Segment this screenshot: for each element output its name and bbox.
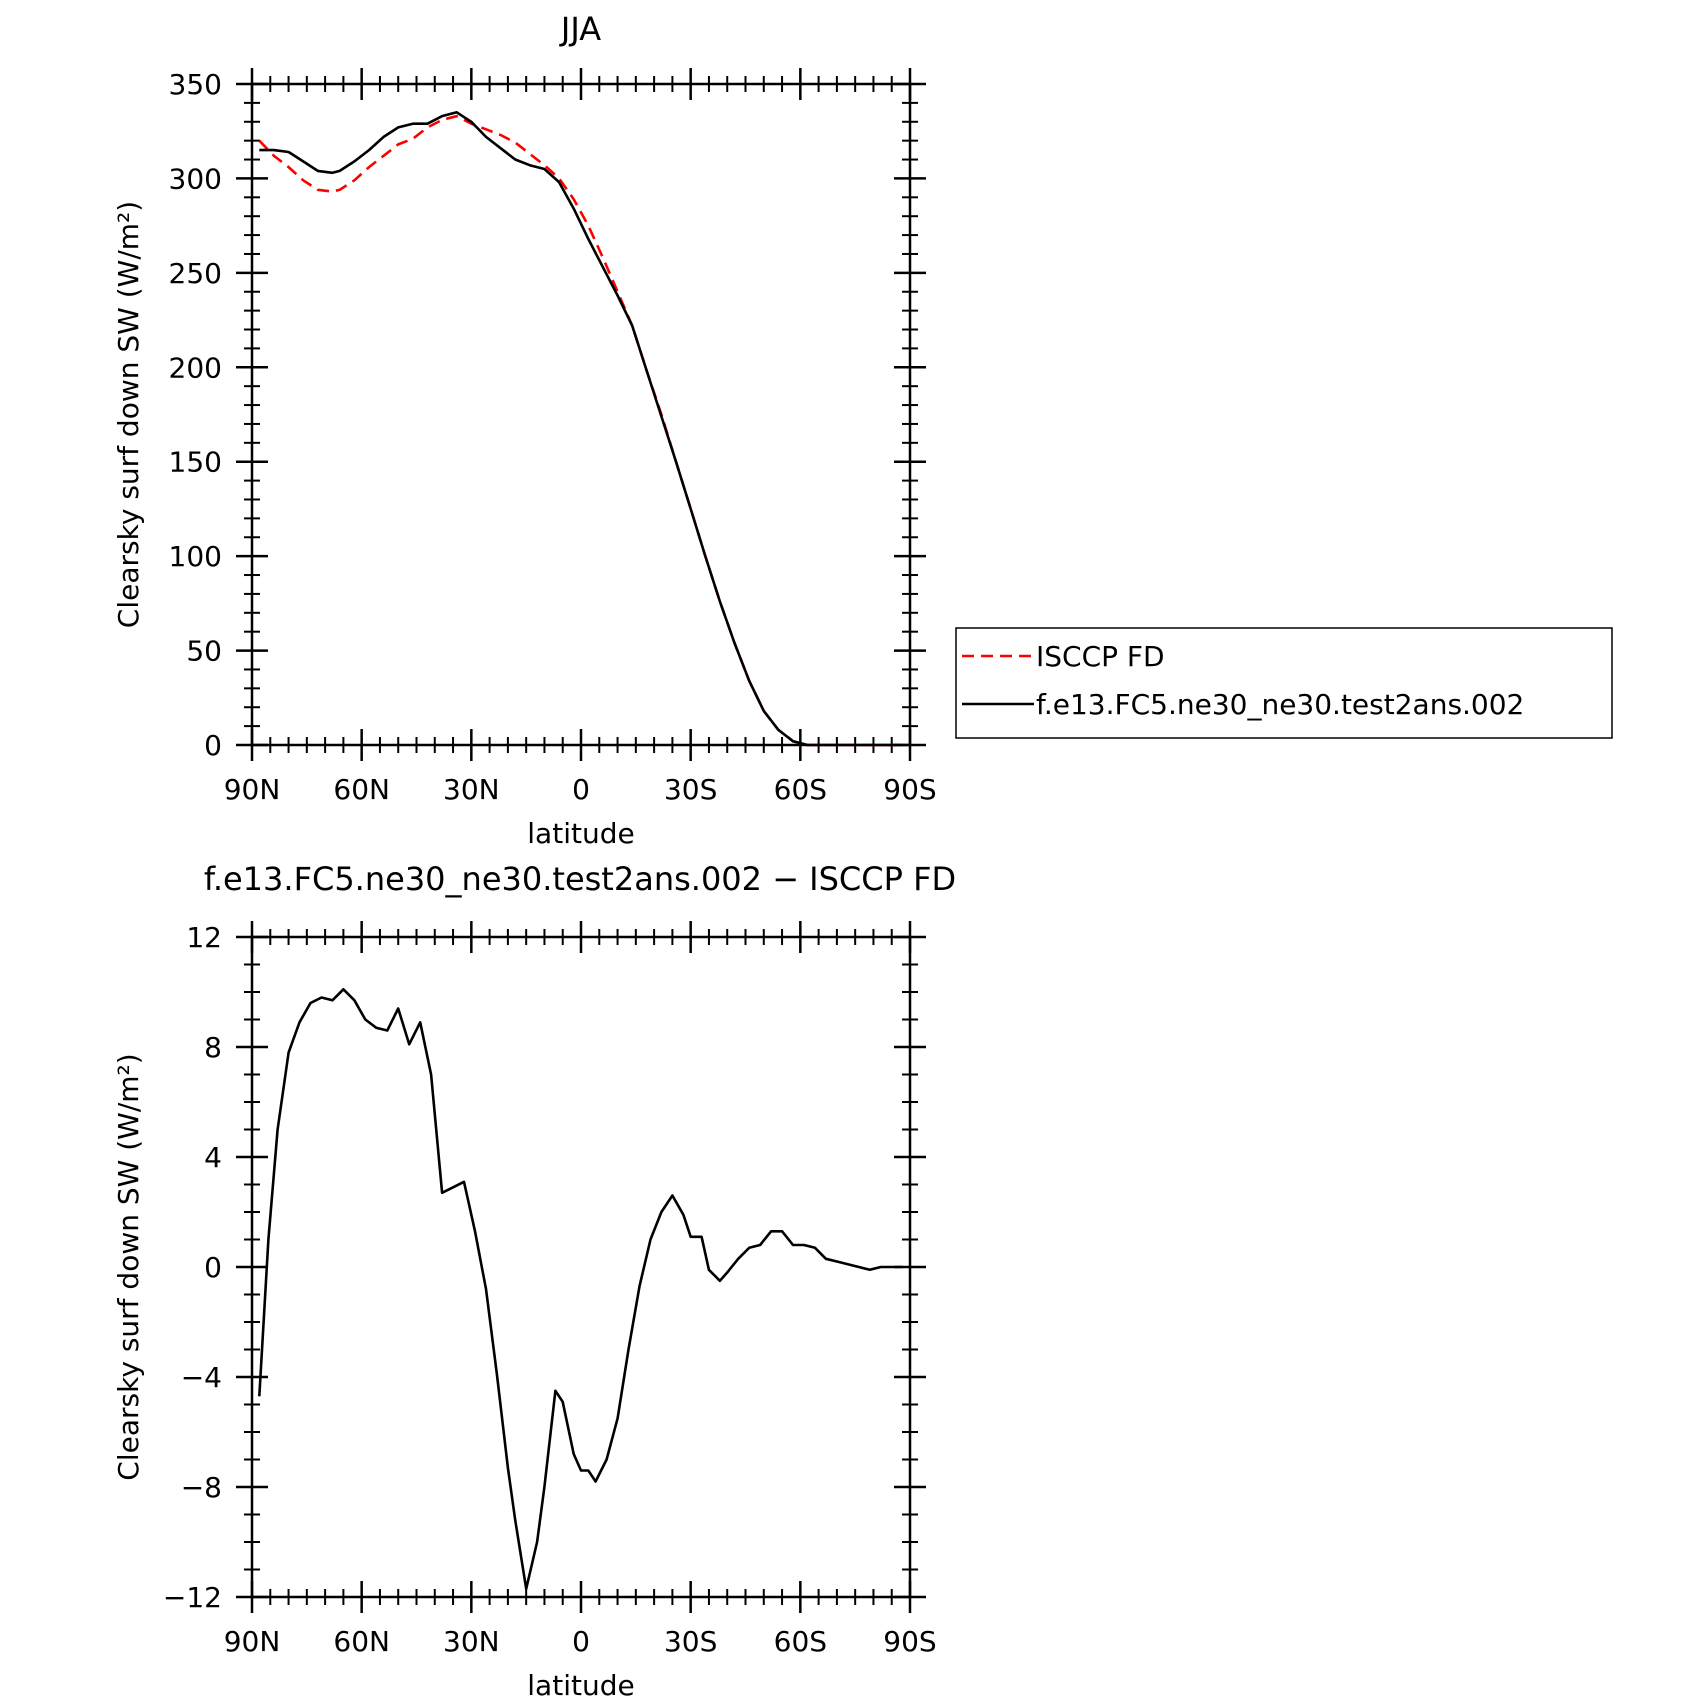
y-tick-label: 300 — [169, 162, 222, 195]
y-tick-label: 100 — [169, 540, 222, 573]
bottom-panel-y-tick-labels: −12 −8 −4 0 4 8 12 — [163, 921, 222, 1614]
bottom-panel-y-axis-label: Clearsky surf down SW (W/m²) — [112, 1053, 145, 1480]
top-panel-y-axis-label: Clearsky surf down SW (W/m²) — [112, 201, 145, 628]
y-tick-label: 4 — [204, 1141, 222, 1174]
top-panel-title: JJA — [559, 10, 601, 48]
y-tick-label: −12 — [163, 1581, 222, 1614]
bottom-panel-x-axis-label: latitude — [527, 1669, 634, 1702]
y-tick-label: −4 — [181, 1361, 222, 1394]
x-tick-label: 90N — [224, 1625, 281, 1658]
top-panel-y-tick-labels: 0 50 100 150 200 250 300 350 — [169, 68, 222, 762]
top-panel-x-tick-labels: 90N 60N 30N 0 30S 60S 90S — [224, 773, 937, 806]
y-tick-label: 50 — [186, 635, 222, 668]
x-tick-label: 30N — [443, 1625, 500, 1658]
y-tick-label: 350 — [169, 68, 222, 101]
x-tick-label: 30S — [664, 1625, 717, 1658]
legend-label-model: f.e13.FC5.ne30_ne30.test2ans.002 — [1036, 688, 1524, 721]
legend-label-isccp: ISCCP FD — [1036, 640, 1165, 673]
x-tick-label: 30S — [664, 773, 717, 806]
legend-box — [955, 627, 1613, 739]
x-tick-label: 0 — [572, 1625, 590, 1658]
y-tick-label: 150 — [169, 446, 222, 479]
top-panel-series — [258, 111, 903, 747]
y-tick-label: 250 — [169, 257, 222, 290]
x-tick-label: 0 — [572, 773, 590, 806]
bottom-panel-title: f.e13.FC5.ne30_ne30.test2ans.002 − ISCCP… — [204, 860, 956, 898]
top-panel-frame — [250, 82, 912, 747]
x-tick-label: 90S — [883, 773, 936, 806]
y-tick-label: 0 — [204, 1251, 222, 1284]
top-panel-x-axis-label: latitude — [527, 817, 634, 850]
bottom-panel-ticks — [236, 921, 926, 1613]
series-line-0 — [258, 114, 903, 747]
bottom-panel-frame — [250, 935, 912, 1599]
x-tick-label: 90S — [883, 1625, 936, 1658]
x-tick-label: 60N — [333, 1625, 390, 1658]
x-tick-label: 60N — [333, 773, 390, 806]
x-tick-label: 60S — [774, 1625, 827, 1658]
y-tick-label: 200 — [169, 351, 222, 384]
x-tick-label: 30N — [443, 773, 500, 806]
series-line-0 — [258, 987, 903, 1591]
bottom-panel: f.e13.FC5.ne30_ne30.test2ans.002 − ISCCP… — [112, 860, 956, 1702]
y-tick-label: −8 — [181, 1471, 222, 1504]
y-tick-label: 0 — [204, 729, 222, 762]
y-tick-label: 12 — [186, 921, 222, 954]
top-panel: JJA 0 50 100 150 200 250 300 350 90N 60N 30N 0 30S 6… — [112, 10, 937, 850]
x-tick-label: 90N — [224, 773, 281, 806]
series-line-1 — [259, 111, 903, 747]
y-tick-label: 8 — [204, 1031, 222, 1064]
legend: ISCCP FD f.e13.FC5.ne30_ne30.test2ans.00… — [955, 627, 1613, 739]
x-tick-label: 60S — [774, 773, 827, 806]
bottom-panel-series — [258, 987, 903, 1591]
bottom-panel-x-tick-labels: 90N 60N 30N 0 30S 60S 90S — [224, 1625, 937, 1658]
